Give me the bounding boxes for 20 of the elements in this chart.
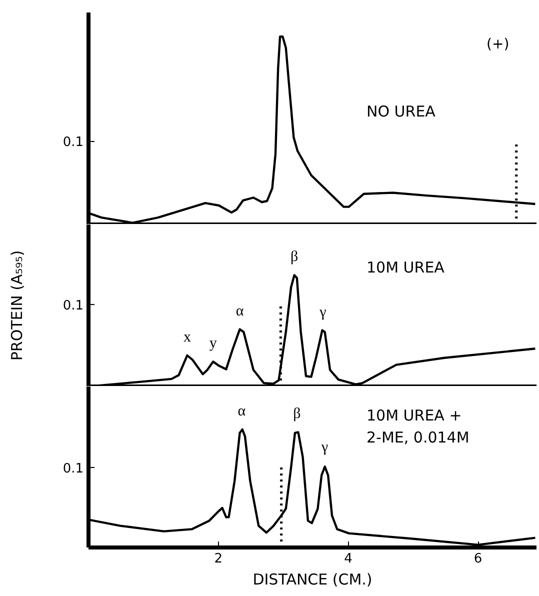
x-tick-label: 6 [474,552,482,566]
text: 0.1 [62,461,84,476]
annotation: (+) [486,36,510,52]
text: 0.1 [62,298,84,314]
chart-title: 10M UREA + 2-ME, 0.014M [366,406,470,446]
annotation: γ [318,304,327,320]
annotation: γ [320,440,329,456]
annotation: β [293,406,301,422]
chart-title: 10M UREA [366,258,446,276]
annotation: β [290,249,298,266]
text: 0.1 [62,135,84,150]
x-tick-label: 4 [344,552,352,566]
x-tick-label: 2 [214,552,222,566]
x-axis-title: DISTANCE (CM.) [252,570,372,588]
annotation: α [236,303,244,320]
annotation: x [183,329,192,346]
y-axis-title: PROTEIN (A₅₉₅) [8,250,26,361]
text: NO UREA [366,102,436,120]
annotation: α [238,403,246,420]
annotation: y [209,336,218,352]
